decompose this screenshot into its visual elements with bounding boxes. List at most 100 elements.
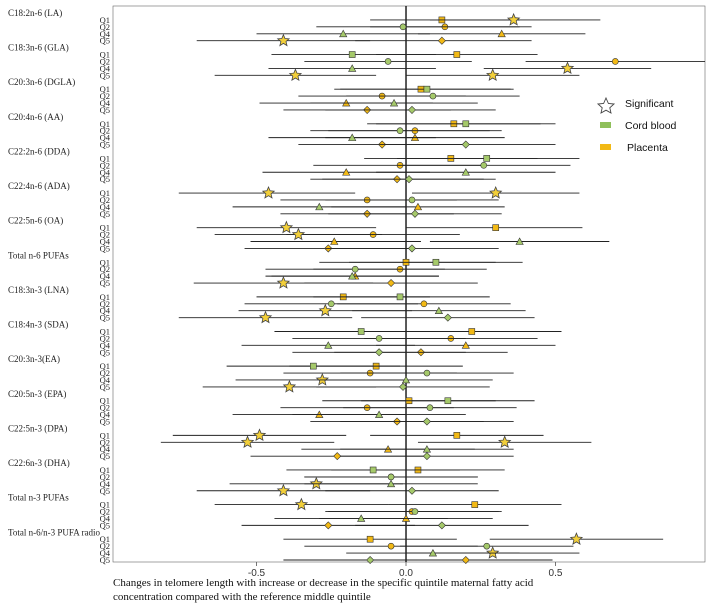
quintile-label: Q1	[100, 534, 110, 544]
quintile-label: Q2	[100, 160, 110, 170]
quintile-label: Q2	[100, 230, 110, 240]
quintile-label: Q5	[100, 36, 110, 46]
sig-star-c22-5n-3-dpa-q2-cord	[240, 435, 255, 448]
quintile-label: Q4	[100, 236, 111, 246]
legend-label-significant: Significant	[625, 98, 674, 110]
point-c18-3n-6-gla-q4-cord	[348, 64, 357, 72]
point-c22-2n-6-dda-q4-placenta	[342, 168, 351, 176]
legend-item-placenta: Placenta	[600, 142, 668, 154]
point-c20-3n-3-ea-q1-cord	[310, 362, 317, 370]
quintile-label: Q2	[100, 264, 110, 274]
quintile-label: Q2	[100, 299, 110, 309]
sig-star-c18-3n-3-lna-q5-placenta	[258, 310, 273, 324]
sig-star-c18-2n-6-la-q5-cord	[276, 33, 291, 47]
point-c22-2n-6-dda-q1-cord	[483, 155, 491, 162]
quintile-label: Q5	[100, 520, 110, 530]
point-c18-2n-6-la-q5-placenta	[437, 36, 446, 45]
quintile-label: Q2	[100, 437, 110, 447]
x-axis: -0.5 0.0 0.5	[248, 562, 563, 579]
point-c18-4n-3-sda-q1-cord	[357, 328, 365, 335]
quintile-label: Q1	[100, 327, 110, 337]
point-total-n-6-pufas-q5-placenta	[387, 279, 396, 288]
point-c22-5n-6-oa-q4-cord	[515, 237, 524, 245]
quintile-label: Q2	[100, 368, 110, 378]
point-total-n-3-pufas-q1-placenta	[471, 501, 479, 508]
sig-star-c22-5n-6-oa-q1-cord	[279, 220, 294, 234]
legend-swatch-placenta	[600, 144, 611, 150]
quintile-label: Q4	[100, 29, 111, 39]
point-c20-5n-3-epa-q2-cord	[426, 404, 434, 411]
point-c20-3n-6-dgla-q5-cord	[407, 105, 417, 114]
point-total-n-6-n-3-pufa-radio-q4-cord	[428, 548, 438, 557]
point-total-n-3-pufas-q2-cord	[411, 508, 419, 515]
point-total-n-6-n-3-pufa-radio-q5-placenta	[461, 555, 470, 565]
sig-star-c18-3n-6-gla-q5-placenta	[486, 68, 500, 82]
quintile-label: Q1	[100, 292, 110, 302]
group-label-total-n-6-n-3-pufa-radio: Total n-6/n-3 PUFA radio	[8, 527, 100, 537]
quintile-label: Q1	[100, 50, 110, 60]
group-label-total-n-3-pufas: Total n-3 PUFAs	[8, 493, 69, 503]
quintile-label: Q2	[100, 541, 110, 551]
quintile-label: Q5	[100, 313, 110, 323]
quintile-label: Q1	[100, 223, 110, 233]
point-c22-5n-3-dpa-q1-placenta	[453, 432, 461, 439]
point-c20-5n-3-epa-q1-cord	[444, 397, 452, 405]
quintile-label: Q2	[100, 126, 110, 136]
quintile-label: Q4	[100, 167, 111, 177]
x-axis-caption-line-2: concentration compared with the referenc…	[113, 591, 371, 603]
point-total-n-6-n-3-pufa-radio-q5-cord	[366, 555, 375, 565]
point-total-n-3-pufas-q5-cord	[437, 521, 446, 530]
x-tick-label-0: -0.5	[248, 568, 266, 579]
quintile-label: Q4	[100, 306, 111, 316]
point-c22-4n-6-ada-q4-cord	[315, 202, 324, 211]
point-c18-4n-3-sda-q2-cord	[375, 335, 383, 342]
sig-star-c20-3n-3-ea-q5-placenta	[282, 379, 297, 393]
quintile-label: Q4	[100, 375, 111, 385]
group-label-c20-4n-6-aa: C20:4n-6 (AA)	[8, 112, 63, 122]
point-total-n-6-n-3-pufa-radio-q2-placenta	[387, 542, 395, 550]
legend-swatch-cord-blood	[600, 122, 611, 128]
sig-star-total-n-6-pufas-q5-cord	[276, 275, 291, 289]
sig-star-c18-2n-6-la-q1-cord	[506, 12, 521, 26]
quintile-label: Q1	[100, 257, 110, 267]
group-label-c18-3n-3-lna: C18:3n-3 (LNA)	[8, 285, 69, 295]
quintile-label: Q5	[100, 174, 110, 184]
point-c20-4n-6-aa-q1-cord	[462, 120, 470, 128]
group-label-c22-5n-3-dpa: C22:5n-3 (DPA)	[8, 423, 67, 433]
quintile-label: Q5	[100, 451, 110, 461]
x-axis-caption: Changes in telomere length with increase…	[113, 577, 534, 603]
quintile-label: Q2	[100, 22, 110, 32]
point-c20-5n-3-epa-q4-cord	[374, 410, 384, 418]
quintile-label: Q2	[100, 403, 110, 413]
sig-star-total-n-6-n-3-pufa-radio-q1-cord	[569, 532, 584, 545]
quintile-label: Q1	[100, 500, 110, 510]
point-c18-3n-3-lna-q2-cord	[327, 300, 335, 308]
quintile-label: Q5	[100, 382, 110, 392]
sig-star-total-n-6-n-3-pufa-radio-q4-placenta	[486, 546, 500, 559]
quintile-label: Q4	[100, 271, 111, 281]
quintile-label: Q2	[100, 507, 110, 517]
quintile-label: Q4	[100, 548, 111, 558]
quintile-label: Q4	[100, 479, 111, 489]
quintile-label: Q1	[100, 188, 110, 198]
quintile-label: Q4	[100, 513, 111, 523]
quintile-label: Q4	[100, 202, 111, 212]
quintile-label: Q4	[100, 133, 111, 143]
legend-item-cord-blood: Cord blood	[600, 120, 677, 132]
quintile-label: Q2	[100, 195, 110, 205]
group-label-c18-3n-6-gla: C18:3n-6 (GLA)	[8, 43, 69, 53]
point-c22-5n-3-dpa-q5-cord	[422, 452, 431, 461]
point-c18-2n-6-la-q4-cord	[339, 29, 348, 38]
point-c18-4n-3-sda-q4-placenta	[461, 341, 470, 349]
point-c22-5n-6-oa-q1-placenta	[492, 224, 500, 231]
point-c18-3n-3-lna-q1-cord	[396, 293, 404, 301]
sig-star-c22-4n-6-ada-q1-placenta	[489, 185, 503, 199]
point-c18-3n-6-gla-q1-cord	[348, 51, 356, 58]
point-c18-4n-3-sda-q4-cord	[324, 341, 333, 349]
quintile-label: Q5	[100, 486, 110, 496]
group-label-c22-4n-6-ada: C22:4n-6 (ADA)	[8, 181, 70, 191]
quintile-label: Q4	[100, 63, 111, 73]
quintile-label: Q1	[100, 153, 110, 163]
quintile-label: Q4	[100, 444, 111, 454]
